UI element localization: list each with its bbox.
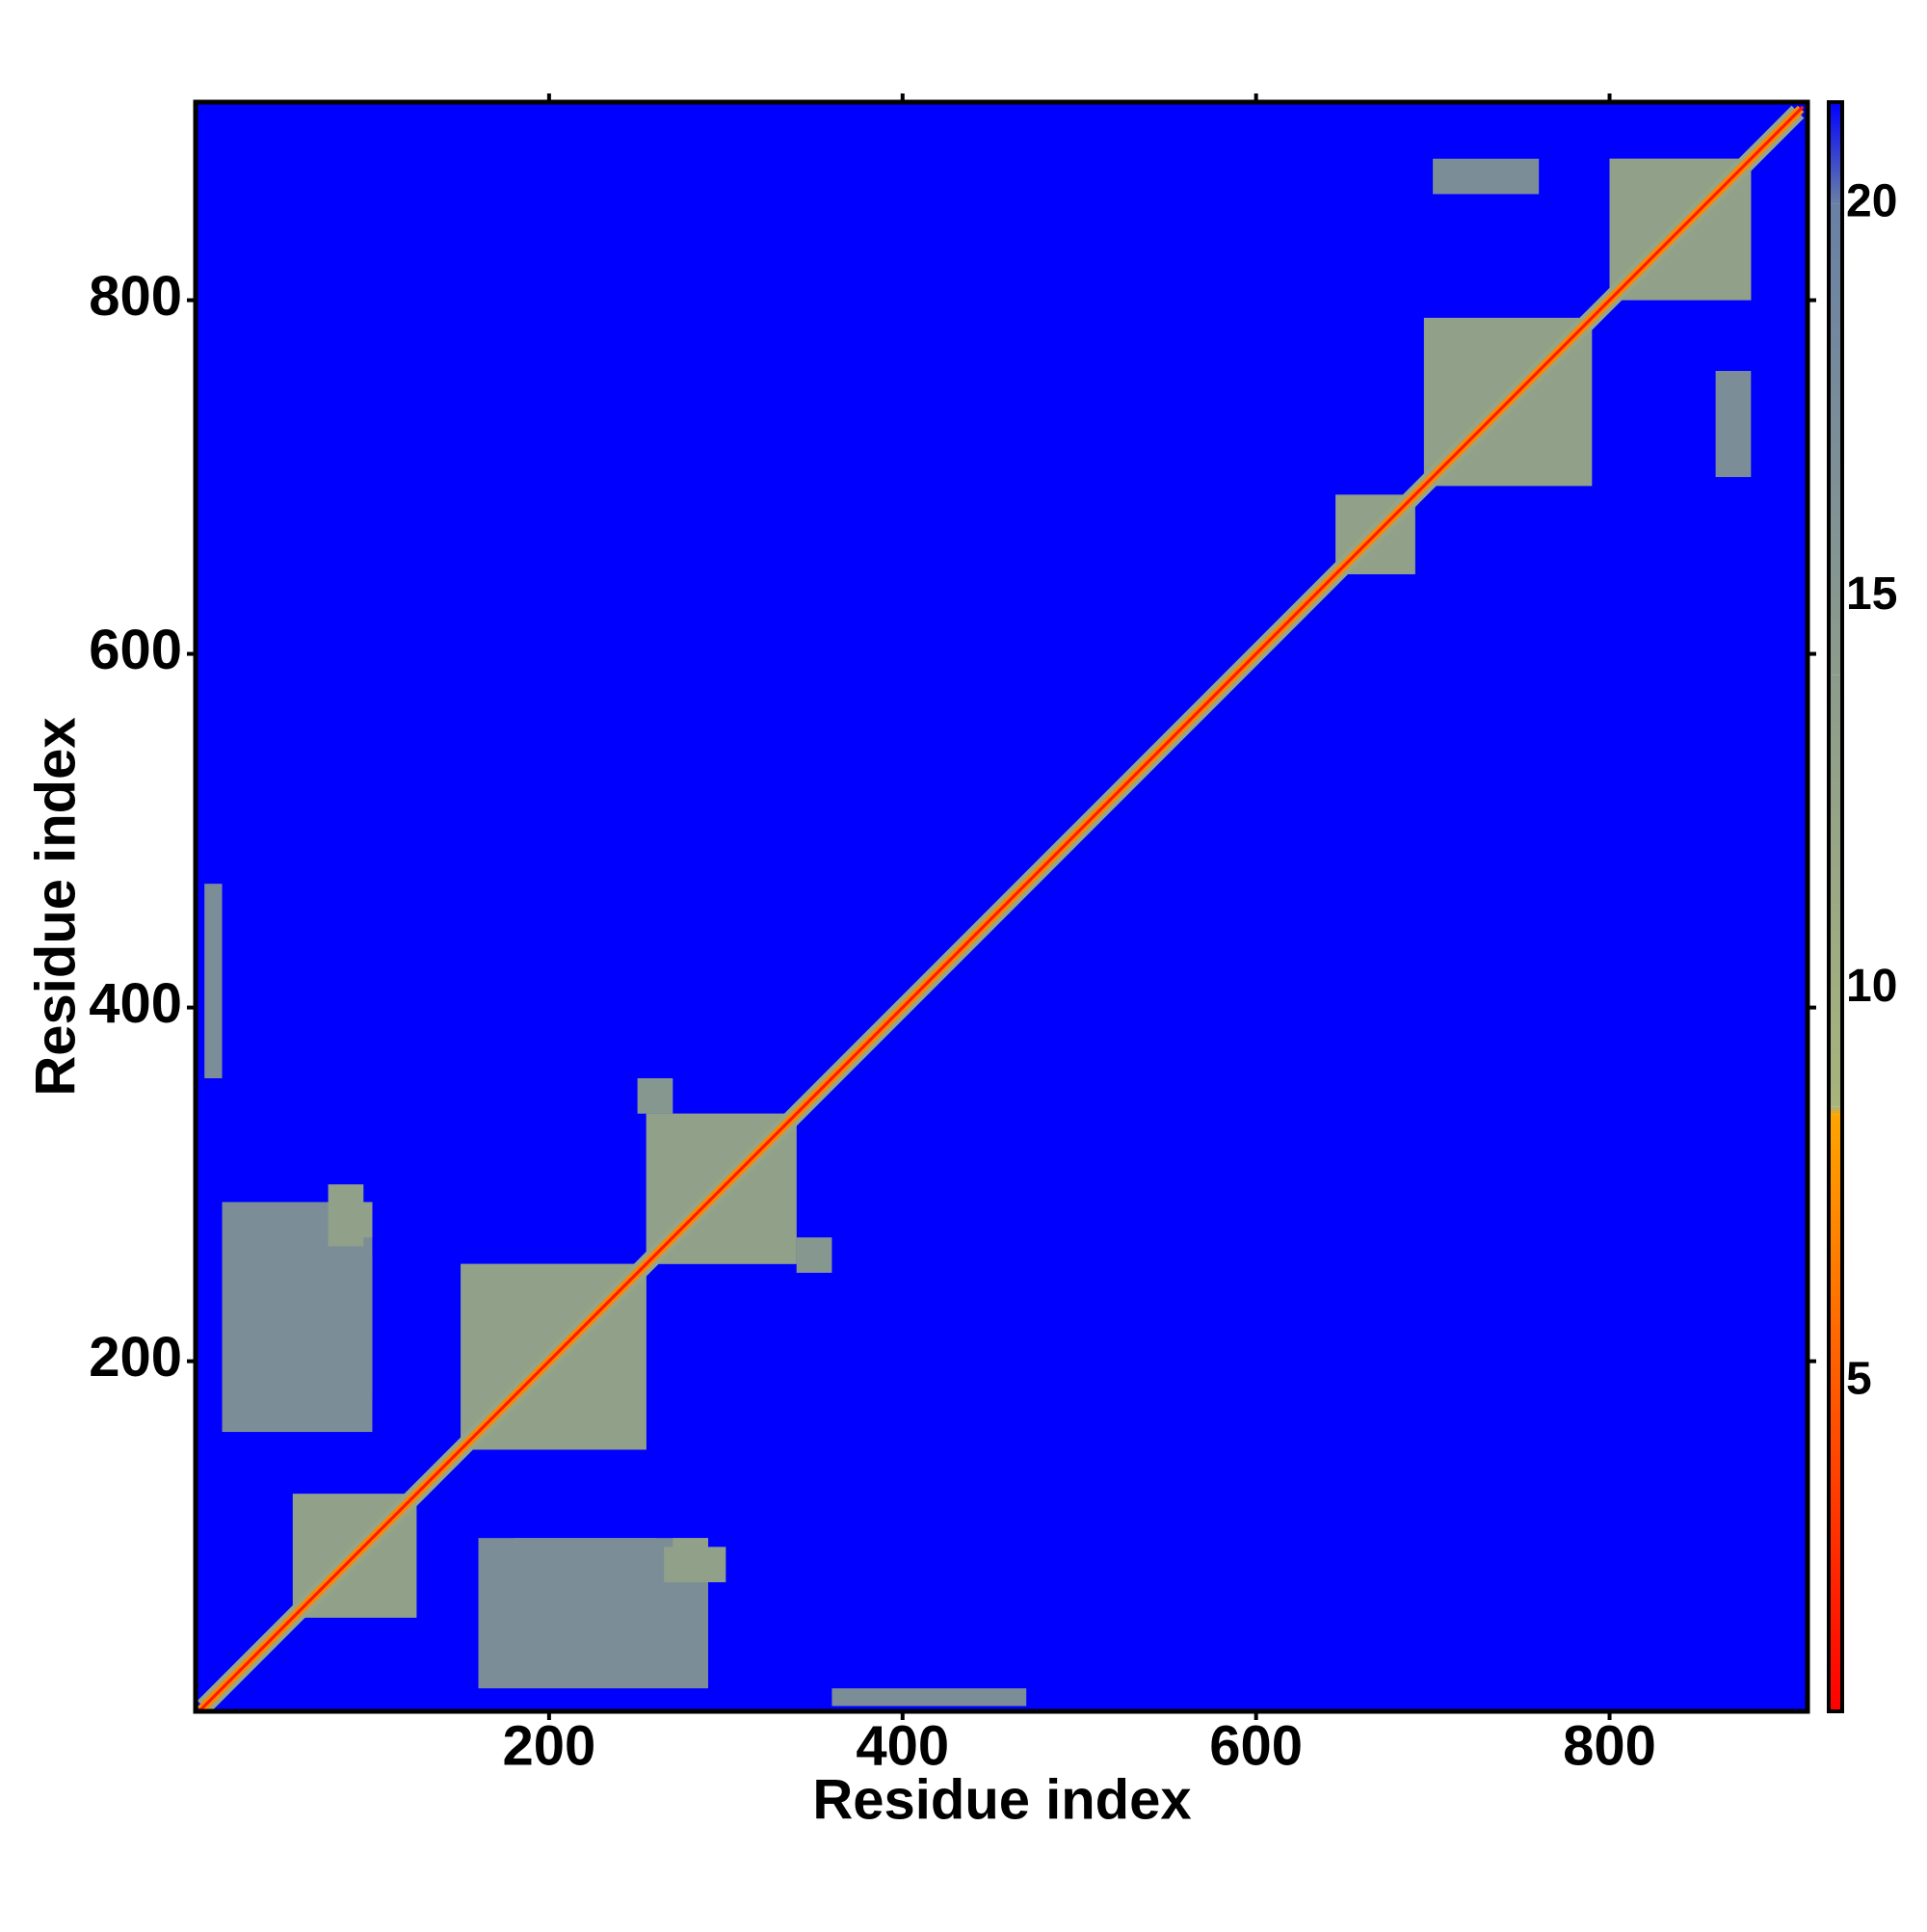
y-tick-label: 400 <box>89 972 182 1035</box>
x-tick-label: 400 <box>856 1714 949 1777</box>
y-tick-label: 600 <box>89 619 182 681</box>
colorbar-tick-label: 20 <box>1846 176 1897 227</box>
heatmap-patch-mirror <box>637 1078 673 1114</box>
heatmap-patch <box>514 1538 655 1654</box>
heatmap-patch <box>1433 158 1540 195</box>
heatmap-patch-mirror <box>1715 370 1752 478</box>
heatmap-patch <box>796 1237 832 1273</box>
heatmap-patch-mirror <box>832 1688 1027 1707</box>
colorbar-segment <box>1829 203 1842 675</box>
y-tick-label: 800 <box>89 265 182 328</box>
diagonal-band <box>197 105 1805 1711</box>
colorbar-tick-label: 5 <box>1846 1354 1872 1405</box>
colorbar-tick-label: 15 <box>1846 569 1897 620</box>
colorbar-segment <box>1829 1114 1842 1711</box>
colorbar-segment <box>1829 675 1842 1107</box>
y-axis-title: Residue index <box>24 717 87 1096</box>
colorbar-tick-label: 10 <box>1846 961 1897 1012</box>
colorbar-segment <box>1829 102 1842 204</box>
heatmap-patch <box>204 884 223 1079</box>
heatmap-patch-mirror <box>328 1184 364 1247</box>
x-tick-label: 600 <box>1209 1714 1303 1777</box>
heatmap-patch <box>664 1547 726 1583</box>
heatmap <box>196 102 1808 1711</box>
colorbar-segment <box>1829 1106 1842 1115</box>
x-tick-label: 800 <box>1563 1714 1656 1777</box>
y-tick-label: 200 <box>89 1326 182 1389</box>
heatmap-patch-mirror <box>257 1255 373 1397</box>
colorbar-frame <box>1827 100 1844 1713</box>
x-axis-title: Residue index <box>812 1768 1191 1831</box>
plot-frame <box>193 99 1810 1714</box>
x-tick-label: 200 <box>502 1714 595 1777</box>
